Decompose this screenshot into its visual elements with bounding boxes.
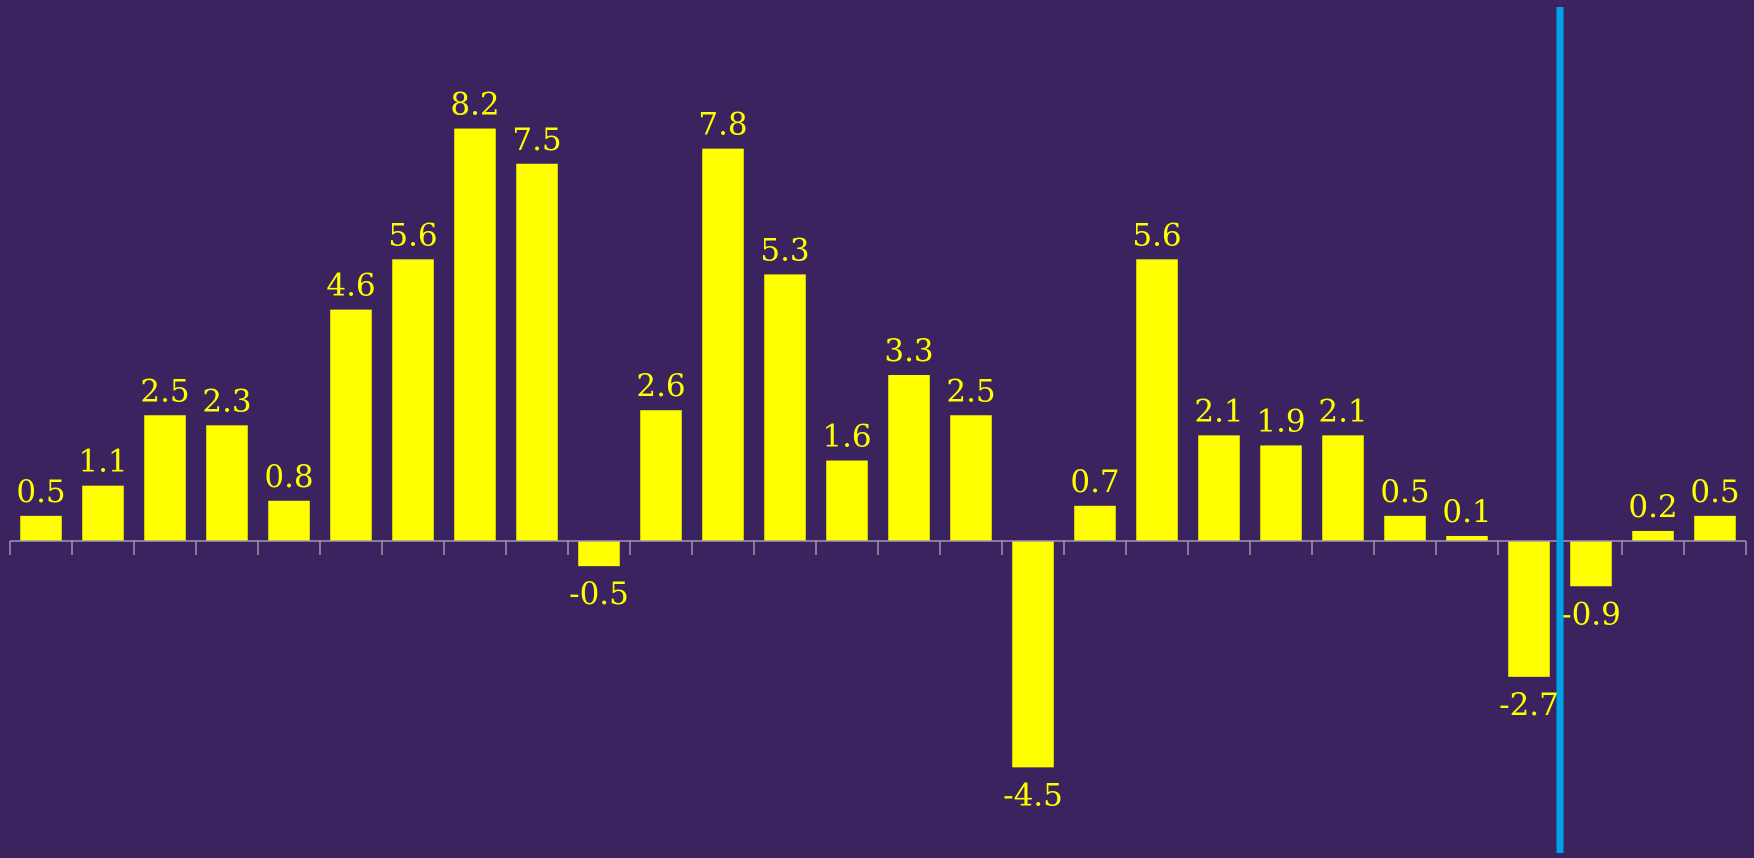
data-label: 5.6 [388,217,437,253]
data-label: 5.3 [760,232,809,268]
bar [330,309,372,541]
bar [144,415,186,541]
data-label: 0.5 [1380,474,1429,510]
bar [578,541,620,567]
data-label: -2.7 [1499,687,1559,723]
data-label: 7.8 [698,107,747,143]
data-label: 0.1 [1442,494,1491,530]
data-label: 2.1 [1194,393,1243,429]
data-label: 2.1 [1318,393,1367,429]
data-label: -0.9 [1561,596,1621,632]
data-label: 1.1 [78,444,127,480]
data-label: 0.8 [264,459,313,495]
bars-group [20,128,1736,768]
bar [206,425,248,541]
bar [1074,505,1116,541]
bar [1632,530,1674,541]
bar [1012,541,1054,768]
bar [764,274,806,541]
data-label: 4.6 [326,268,375,304]
data-label: 5.6 [1132,217,1181,253]
bar [1136,259,1178,541]
bar [702,148,744,541]
bar [826,460,868,541]
data-label: 8.2 [450,87,499,123]
data-labels-group: 0.5 1.1 2.5 2.3 0.8 4.6 5.6 8.2 7.5 -0.5 2.6 7.8 5.3… [16,87,1739,814]
data-label: 0.5 [1690,474,1739,510]
data-label: 1.6 [822,419,871,455]
bar [1260,445,1302,541]
data-label: 2.3 [202,383,251,419]
data-label: 0.7 [1070,464,1119,500]
bar [1570,541,1612,587]
bar [1446,535,1488,541]
data-label: 0.2 [1628,489,1677,525]
data-label: 1.9 [1256,403,1305,439]
bar [1384,515,1426,541]
data-label: 2.5 [140,373,189,409]
bar [1508,541,1550,677]
bar [20,515,62,541]
data-label: -4.5 [1003,777,1063,813]
bar [950,415,992,541]
bar [1694,515,1736,541]
bar [640,410,682,541]
x-axis [9,540,1747,555]
bar [82,485,124,541]
data-label: 0.5 [16,474,65,510]
data-label: 2.5 [946,373,995,409]
bar [392,259,434,541]
bar [516,163,558,541]
bar [1198,435,1240,541]
data-label: 2.6 [636,368,685,404]
data-label: 7.5 [512,122,561,158]
bar [888,375,930,541]
data-label: 3.3 [884,333,933,369]
bar [268,500,310,541]
data-label: -0.5 [569,576,629,612]
bar [1322,435,1364,541]
bar [454,128,496,542]
